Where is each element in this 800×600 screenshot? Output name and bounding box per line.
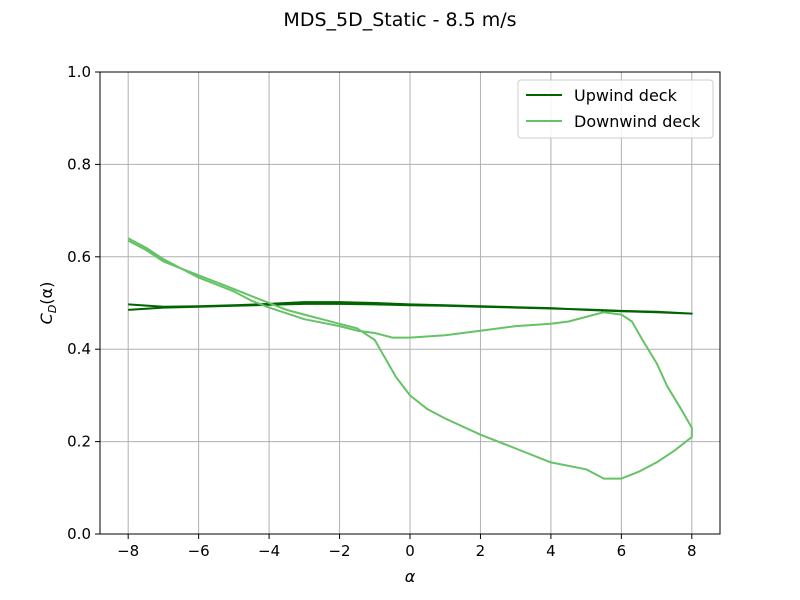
y-axis-label-sub: D: [46, 305, 59, 313]
x-tick-label: 4: [546, 542, 556, 560]
series-line-upwind: [128, 301, 693, 315]
y-tick-label: 0.8: [67, 155, 91, 173]
legend-label-upwind: Upwind deck: [574, 86, 678, 105]
x-axis-label: α: [405, 567, 416, 586]
chart-title: MDS_5D_Static - 8.5 m/s: [283, 9, 516, 31]
y-axis-label: CD(α): [37, 282, 59, 325]
x-tick-label: −6: [188, 542, 210, 560]
y-tick-label: 0.6: [67, 248, 91, 266]
series-line-downwind: [127, 237, 693, 480]
y-tick-label: 0.4: [67, 340, 91, 358]
x-tick-label: 8: [687, 542, 697, 560]
x-tick-label: 0: [405, 542, 415, 560]
grid: [100, 71, 720, 535]
legend-box: [517, 79, 714, 139]
x-tick-label: 2: [476, 542, 486, 560]
y-tick-label: 0.2: [67, 433, 91, 451]
y-tick-label: 0.0: [67, 525, 91, 543]
y-axis-label-main: C: [37, 312, 56, 324]
legend-label-downwind: Downwind deck: [574, 112, 701, 131]
y-tick-label: 1.0: [67, 63, 91, 81]
x-tick-label: −8: [117, 542, 139, 560]
y-ticks: 0.0 0.2 0.4 0.6 0.8 1.0: [67, 63, 100, 543]
x-tick-label: 6: [617, 542, 627, 560]
x-ticks: −8 −6 −4 −2 0 2 4 6 8: [117, 534, 697, 560]
y-axis-label-tail: (α): [37, 282, 56, 305]
x-tick-label: −2: [328, 542, 350, 560]
series-lines: [127, 237, 693, 480]
legend: Upwind deck Downwind deck: [517, 79, 714, 139]
x-tick-label: −4: [258, 542, 280, 560]
